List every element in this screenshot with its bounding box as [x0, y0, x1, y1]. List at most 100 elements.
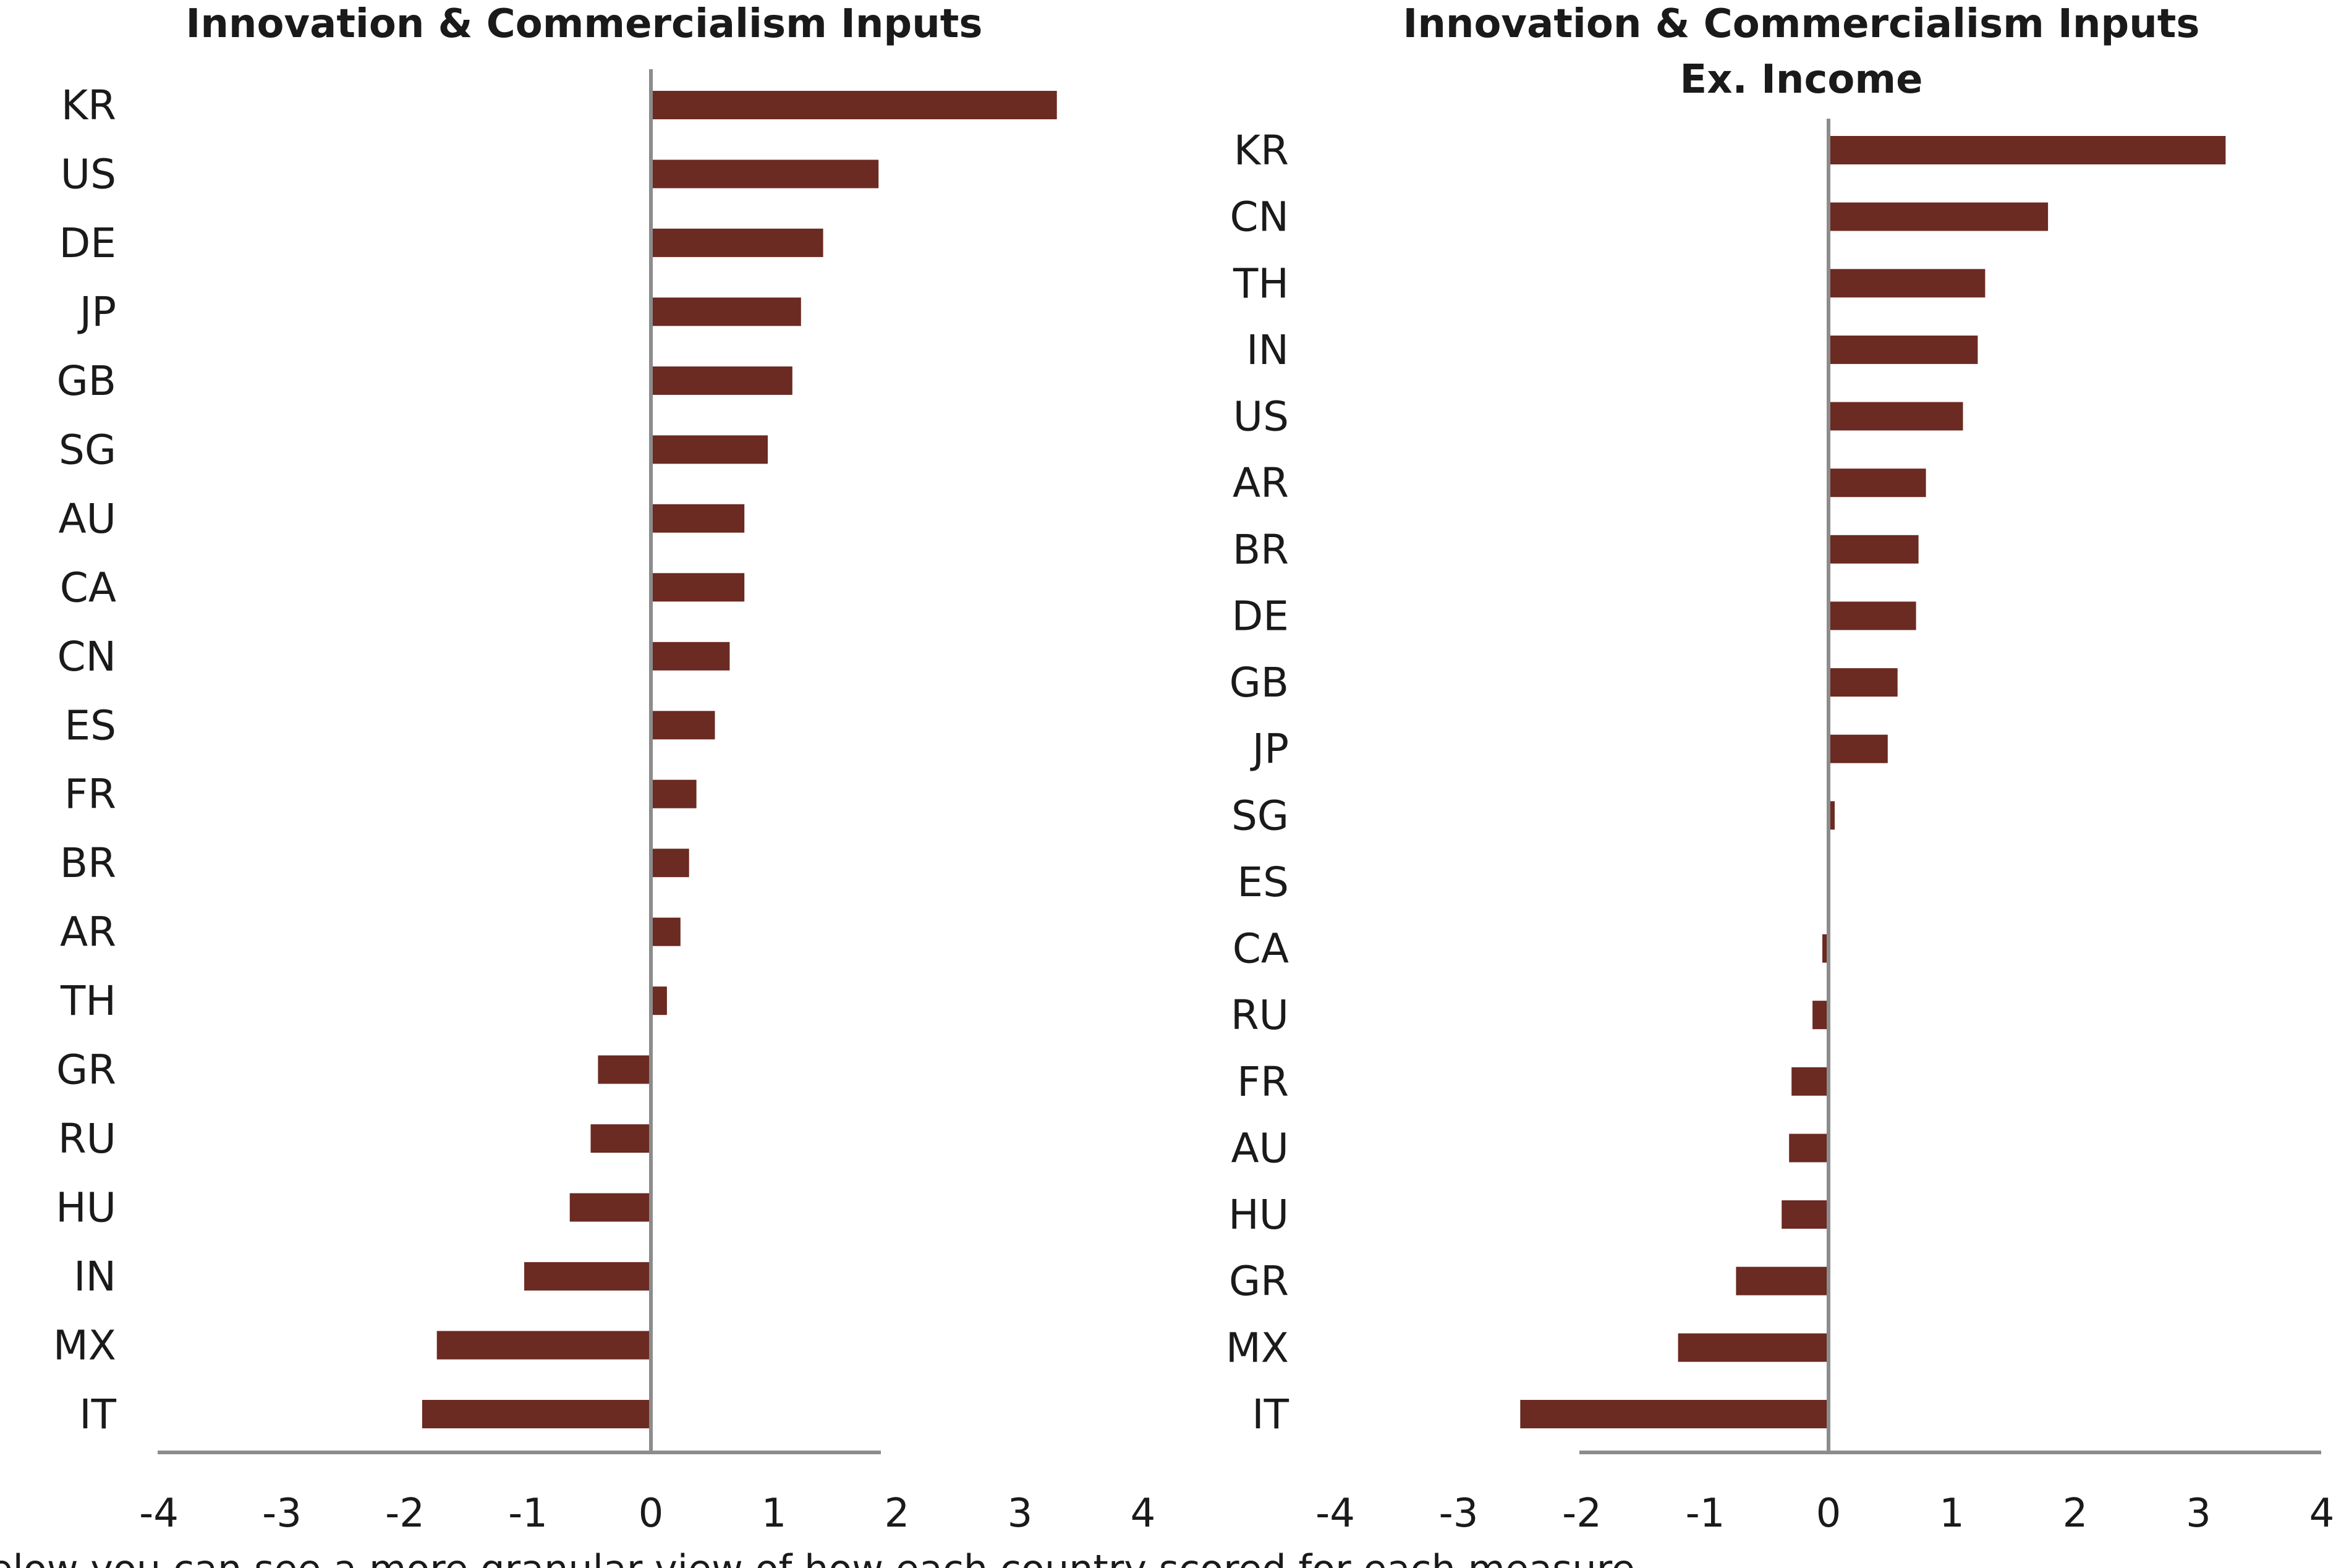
chart-1-x-tick-label: -4 [139, 1491, 179, 1536]
chart-1-bar-gr [598, 1055, 651, 1084]
chart-1-bar-sg [651, 435, 768, 464]
chart-2-category-label-hu: HU [1228, 1191, 1289, 1239]
chart-1-category-label-kr: KR [61, 82, 116, 129]
chart-2-bar-br [1829, 535, 1919, 564]
chart-1-category-label-ca: CA [60, 564, 116, 611]
chart-1-bar-br [651, 849, 689, 878]
chart-1-category-label-it: IT [79, 1391, 116, 1438]
chart-1-bar-jp [651, 297, 801, 326]
chart-1-x-tick-label: 0 [639, 1491, 664, 1536]
chart-1-x-tick-label: -1 [508, 1491, 548, 1536]
chart-2-bar-kr [1829, 136, 2226, 164]
chart-2-bar-gb [1829, 668, 1898, 697]
chart-1-bar-th [651, 986, 667, 1015]
chart-1-x-tick-label: 4 [1131, 1491, 1156, 1536]
chart-1-x-tick-label: 1 [762, 1491, 787, 1536]
chart-1-bar-gb [651, 366, 792, 395]
chart-1-bar-mx [436, 1331, 651, 1360]
chart-1-bar-us [651, 159, 879, 189]
chart-2-bar-ca [1822, 934, 1829, 963]
footer-caption: Below you can see a more granular view o… [0, 1546, 1635, 1568]
chart-1-bar-hu [569, 1193, 651, 1222]
chart-2-bar-ru [1812, 1001, 1829, 1030]
chart-1-category-label-mx: MX [53, 1322, 116, 1370]
chart-2-category-label-ca: CA [1233, 925, 1289, 973]
chart-2-category-label-de: DE [1231, 592, 1289, 640]
chart-2-bar-de [1829, 601, 1916, 630]
chart-2-category-label-sg: SG [1231, 792, 1289, 839]
chart-1-x-tick-label: -2 [385, 1491, 425, 1536]
chart-2-title-line-2: Ex. Income [1680, 57, 1923, 103]
chart-1-title-line-1: Innovation & Commercialism Inputs [186, 1, 983, 47]
chart-1-category-label-fr: FR [64, 771, 116, 818]
chart-2-bar-fr [1791, 1067, 1829, 1096]
chart-2-x-tick-label: -2 [1562, 1491, 1602, 1536]
chart-2-bar-us [1829, 402, 1963, 431]
chart-1-category-label-gr: GR [56, 1046, 116, 1094]
chart-2-category-label-jp: JP [1250, 726, 1289, 773]
chart-1-bar-ru [590, 1124, 651, 1153]
chart-1-category-label-ar: AR [60, 909, 116, 956]
chart-2-x-tick-label: 3 [2186, 1491, 2211, 1536]
chart-1-category-label-ru: RU [58, 1115, 116, 1163]
chart-1-bar-in [524, 1262, 651, 1291]
chart-1-category-label-sg: SG [59, 426, 116, 473]
chart-1-category-label-de: DE [59, 219, 116, 267]
chart-1-category-label-br: BR [60, 839, 116, 887]
chart-1-category-label-cn: CN [57, 633, 116, 680]
chart-2-x-tick-label: -1 [1686, 1491, 1725, 1536]
chart-2-category-label-gr: GR [1229, 1258, 1289, 1305]
chart-2-bar-in [1829, 335, 1978, 364]
chart-1-category-label-gb: GB [57, 357, 116, 405]
chart-1-bar-it [422, 1400, 651, 1428]
chart-2-bar-gr [1736, 1266, 1829, 1295]
chart-1-x-tick-label: -3 [262, 1491, 302, 1536]
chart-1-category-label-hu: HU [56, 1184, 116, 1232]
chart-2-bar-it [1520, 1400, 1829, 1428]
chart-1-bar-au [651, 504, 745, 533]
chart-2-category-label-kr: KR [1234, 127, 1289, 174]
chart-1-bar-cn [651, 642, 730, 671]
chart-1-bar-ca [651, 573, 745, 602]
chart-2-category-label-gb: GB [1230, 659, 1289, 706]
chart-2-bar-sg [1829, 801, 1835, 830]
chart-2-category-label-th: TH [1233, 260, 1289, 307]
chart-2-bar-jp [1829, 734, 1888, 763]
chart-2-category-label-br: BR [1233, 526, 1289, 574]
chart-2-category-label-it: IT [1252, 1391, 1289, 1438]
chart-2-x-tick-label: -3 [1439, 1491, 1479, 1536]
chart-2-title-line-1: Innovation & Commercialism Inputs [1403, 1, 2200, 47]
chart-1-category-label-es: ES [64, 701, 116, 749]
chart-1-bar-de [651, 228, 823, 257]
chart-1-category-label-jp: JP [77, 288, 116, 336]
chart-2-x-tick-label: -4 [1315, 1491, 1355, 1536]
chart-2-bar-au [1789, 1134, 1829, 1163]
chart-1-bar-es [651, 711, 715, 740]
chart-1-category-label-au: AU [59, 495, 116, 543]
chart-2-category-label-cn: CN [1230, 193, 1289, 241]
chart-2-bar-cn [1829, 202, 2049, 231]
chart-2-category-label-au: AU [1231, 1125, 1289, 1172]
chart-2-category-label-in: IN [1246, 326, 1289, 374]
chart-1-category-label-in: IN [74, 1253, 116, 1300]
chart-2-bar-th [1829, 269, 1986, 298]
chart-1-bar-ar [651, 917, 681, 946]
chart-1-category-label-us: US [61, 151, 116, 198]
chart-2-bar-ar [1829, 468, 1926, 498]
chart-2-category-label-ru: RU [1231, 991, 1289, 1039]
chart-1-bar-fr [651, 779, 697, 808]
chart-2-x-tick-label: 2 [2063, 1491, 2088, 1536]
chart-2-category-label-es: ES [1237, 858, 1289, 906]
chart-2-x-tick-label: 4 [2309, 1491, 2335, 1536]
chart-2-category-label-us: US [1233, 393, 1289, 441]
chart-1-x-tick-label: 3 [1008, 1491, 1033, 1536]
chart-1-bar-kr [651, 91, 1057, 119]
chart-1-category-label-th: TH [60, 977, 116, 1025]
chart-1-x-tick-label: 2 [885, 1491, 910, 1536]
chart-2-bar-hu [1782, 1200, 1829, 1229]
chart-2-x-tick-label: 0 [1816, 1491, 1841, 1536]
chart-2-bar-mx [1678, 1333, 1829, 1362]
chart-2-category-label-ar: AR [1233, 459, 1289, 507]
chart-2-category-label-fr: FR [1237, 1058, 1289, 1106]
